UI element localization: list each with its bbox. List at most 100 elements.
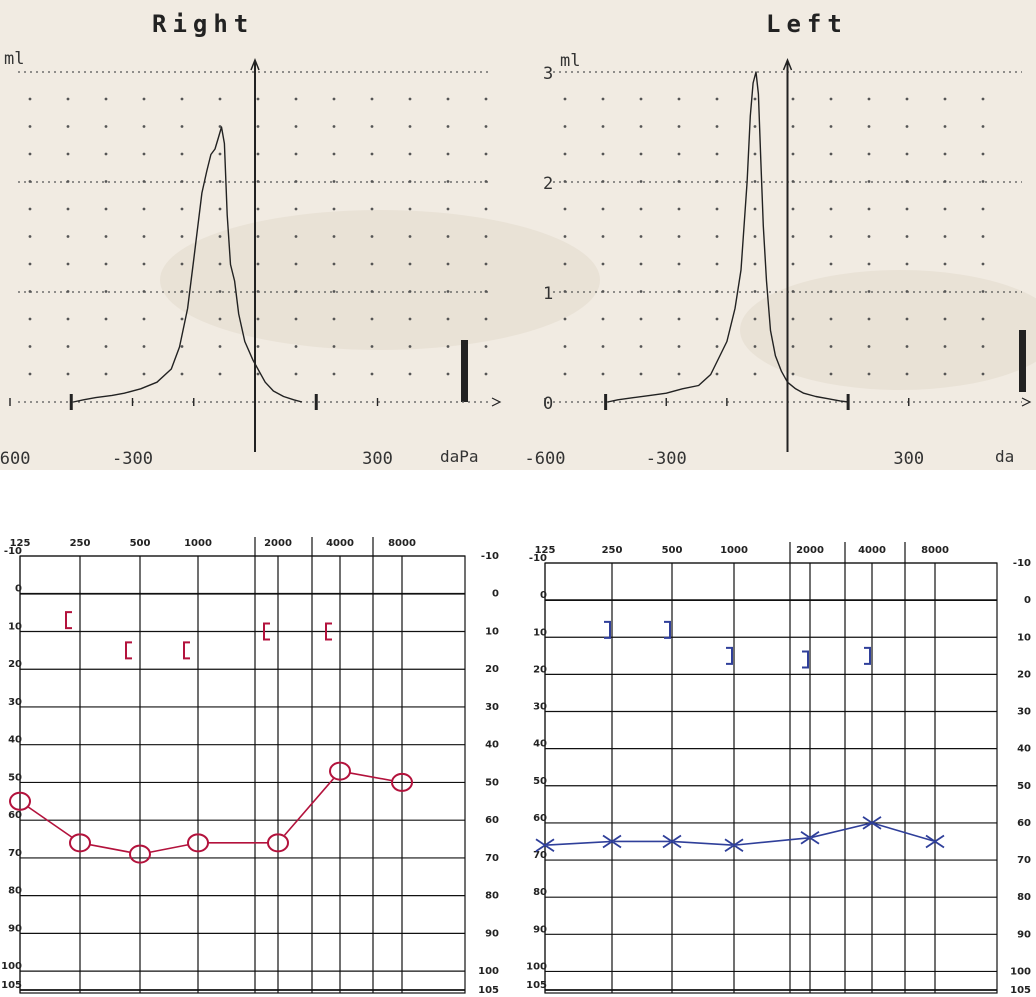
tympanogram-grid-dot [867, 345, 871, 348]
tympanogram-grid-dot [66, 345, 70, 348]
tympanogram-grid-dot [142, 290, 146, 293]
tympanogram-grid-dot [905, 262, 909, 266]
tympanogram-grid-dot [905, 345, 909, 348]
tympanogram-grid-dot [446, 372, 450, 376]
tympanogram-grid-dot [829, 235, 833, 238]
tympanogram-grid-dot [867, 152, 871, 156]
audiogram-freq-label: 1000 [184, 538, 212, 549]
tympanogram-grid-dot [370, 372, 374, 376]
tympanogram-grid-dot [180, 317, 184, 321]
audiogram-db-label: 105 [526, 980, 547, 991]
tympanogram-grid-dot [981, 345, 985, 348]
tympanogram-grid-dot [639, 125, 643, 128]
audiogram-db-label: 30 [8, 697, 22, 708]
tympanogram-grid-dot [867, 262, 871, 266]
audiogram-air-connector [349, 772, 393, 782]
audiogram-air-connector [149, 843, 189, 854]
audiogram-db-label-right: 80 [485, 891, 499, 902]
tympanogram-grid-dot [563, 235, 567, 238]
tympanogram-grid-dot [905, 207, 909, 211]
tympanogram-grid-dot [677, 180, 681, 183]
audiogram-db-label-right: 20 [1017, 669, 1031, 680]
audiogram-freq-label: 2000 [796, 545, 824, 556]
tympanogram-grid-dot [867, 317, 871, 321]
tympanogram-grid-dot [753, 235, 757, 238]
audiogram-db-label-right: 70 [485, 853, 499, 864]
tympanogram-grid-dot [408, 317, 412, 321]
audiogram-db-label-right: 30 [1017, 707, 1031, 718]
tympanogram-grid-dot [446, 152, 450, 156]
tympanogram-grid-dot [867, 372, 871, 376]
tympanogram-grid-dot [829, 345, 833, 348]
tympanogram-grid-dot [639, 262, 643, 266]
tympanogram-grid-dot [715, 372, 719, 376]
tympanogram-grid-dot [256, 180, 260, 183]
tympanogram-grid-dot [332, 152, 336, 156]
tympanogram-grid-dot [28, 235, 32, 238]
tympanogram-grid-dot [446, 207, 450, 211]
tympanogram-grid-dot [829, 262, 833, 266]
tympanogram-xunit-left: da [995, 447, 1014, 466]
tympanogram-grid-dot [104, 317, 108, 321]
audiogram-freq-label: 4000 [326, 538, 354, 549]
tympanogram-grid-dot [180, 207, 184, 211]
tympanogram-grid-dot [753, 262, 757, 266]
tympanogram-grid-dot [601, 207, 605, 211]
tympanogram-grid-dot [639, 180, 643, 183]
tympanogram-grid-dot [791, 152, 795, 156]
tympanogram-grid-dot [446, 290, 450, 293]
tympanogram-grid-dot [28, 262, 32, 266]
tympanogram-grid-dot [218, 152, 222, 156]
audiogram-db-label-right: 105 [1010, 985, 1031, 996]
tympanogram-grid-dot [142, 97, 146, 101]
audiogram-db-label: 50 [533, 776, 547, 787]
tympanogram-grid-dot [332, 125, 336, 128]
audiogram-air-marker [535, 838, 555, 852]
tympanogram-grid-dot [142, 345, 146, 348]
tympanogram-grid-dot [66, 152, 70, 156]
tympanogram-grid-dot [408, 180, 412, 183]
tympanogram-left: Left ml da -600 -300 300 0 1 2 3 [525, 10, 1032, 469]
tympanogram-grid-dot [142, 317, 146, 321]
tympanogram-grid-dot [753, 290, 757, 293]
tympanogram-grid-dot [791, 125, 795, 128]
paper-stain [160, 210, 600, 350]
tympanogram-grid-dot [28, 152, 32, 156]
audiogram-air-marker [800, 831, 820, 845]
tympanogram-grid-dot [905, 180, 909, 183]
tympanogram-grid-dot [408, 97, 412, 101]
paper-stain [740, 270, 1036, 390]
tympanogram-grid-dot [905, 372, 909, 376]
tympanogram-grid-dot [104, 372, 108, 376]
tympanogram-grid-dot [294, 372, 298, 376]
tympanogram-grid-dot [446, 235, 450, 238]
tympanogram-grid-dot [943, 207, 947, 211]
audiogram-db-label: 0 [540, 590, 547, 601]
audiogram-air-marker [267, 833, 289, 853]
tympanogram-grid-dot [829, 125, 833, 128]
audiogram-bone-marker [664, 620, 671, 639]
audiogram-db-label: 80 [533, 887, 547, 898]
tympanogram-grid-dot [753, 372, 757, 376]
tympanogram-grid-dot [218, 262, 222, 266]
tympanogram-grid-dot [601, 372, 605, 376]
tympanogram-grid-dot [104, 152, 108, 156]
tympanogram-grid-dot [677, 290, 681, 293]
tympanogram-grid-dot [66, 235, 70, 238]
tympanogram-grid-dot [943, 317, 947, 321]
audiogram-db-label: 100 [1, 961, 22, 972]
audiogram-db-label-right: 100 [478, 966, 499, 977]
tympanogram-grid-dot [867, 125, 871, 128]
audiogram-freq-label: 125 [10, 538, 31, 549]
tympanogram-grid-dot [943, 235, 947, 238]
tympanogram-grid-dot [218, 235, 222, 238]
tympanogram-grid-dot [218, 372, 222, 376]
tympanogram-grid-dot [294, 317, 298, 321]
tympanogram-grid-dot [677, 207, 681, 211]
audiogram-db-label-right: 40 [485, 740, 499, 751]
tympanogram-grid-dot [867, 207, 871, 211]
tympanogram-grid-dot [484, 180, 488, 183]
tympanogram-grid-dot [484, 262, 488, 266]
tympanogram-grid-dot [791, 207, 795, 211]
tympanogram-grid-dot [829, 372, 833, 376]
